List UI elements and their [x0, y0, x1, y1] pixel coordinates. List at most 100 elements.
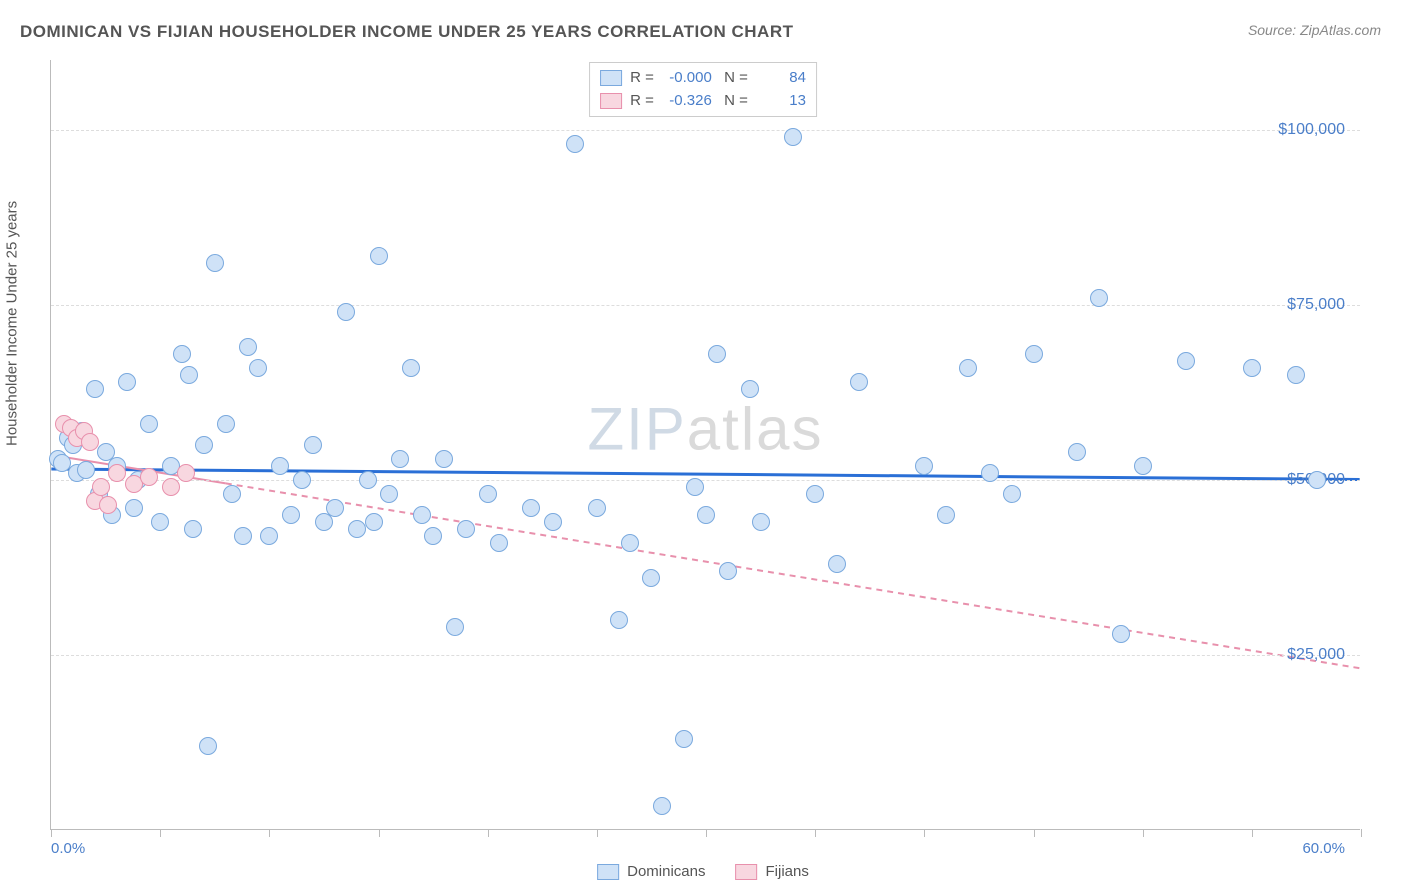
- data-point: [806, 485, 824, 503]
- x-tick: [924, 829, 925, 837]
- data-point: [915, 457, 933, 475]
- data-point: [1177, 352, 1195, 370]
- data-point: [424, 527, 442, 545]
- watermark-atlas: atlas: [687, 396, 824, 463]
- data-point: [708, 345, 726, 363]
- gridline: [51, 655, 1360, 656]
- data-point: [365, 513, 383, 531]
- data-point: [184, 520, 202, 538]
- data-point: [77, 461, 95, 479]
- series-legend: Dominicans Fijians: [597, 863, 809, 880]
- data-point: [741, 380, 759, 398]
- data-point: [81, 433, 99, 451]
- y-tick-label: $25,000: [1287, 646, 1345, 664]
- data-point: [177, 464, 195, 482]
- data-point: [828, 555, 846, 573]
- x-label-max: 60.0%: [1302, 840, 1345, 857]
- correlation-legend: R = -0.000 N = 84R = -0.326 N = 13: [589, 62, 817, 117]
- data-point: [1287, 366, 1305, 384]
- data-point: [391, 450, 409, 468]
- data-point: [446, 618, 464, 636]
- data-point: [140, 415, 158, 433]
- data-point: [304, 436, 322, 454]
- x-tick: [269, 829, 270, 837]
- data-point: [260, 527, 278, 545]
- data-point: [199, 737, 217, 755]
- data-point: [610, 611, 628, 629]
- x-tick: [1034, 829, 1035, 837]
- data-point: [752, 513, 770, 531]
- data-point: [86, 380, 104, 398]
- data-point: [337, 303, 355, 321]
- data-point: [1003, 485, 1021, 503]
- data-point: [1134, 457, 1152, 475]
- x-tick: [160, 829, 161, 837]
- gridline: [51, 305, 1360, 306]
- data-point: [92, 478, 110, 496]
- data-point: [402, 359, 420, 377]
- data-point: [370, 247, 388, 265]
- x-tick: [1143, 829, 1144, 837]
- legend-swatch: [600, 70, 622, 86]
- trend-lines-layer: [51, 60, 1360, 829]
- data-point: [642, 569, 660, 587]
- data-point: [223, 485, 241, 503]
- legend-swatch: [736, 864, 758, 880]
- source-attribution: Source: ZipAtlas.com: [1248, 22, 1381, 38]
- legend-stats: R = -0.326 N = 13: [630, 90, 806, 113]
- data-point: [522, 499, 540, 517]
- data-point: [1112, 625, 1130, 643]
- data-point: [544, 513, 562, 531]
- data-point: [1090, 289, 1108, 307]
- data-point: [981, 464, 999, 482]
- legend-label: Fijians: [766, 863, 809, 880]
- chart-title: DOMINICAN VS FIJIAN HOUSEHOLDER INCOME U…: [20, 22, 793, 42]
- data-point: [326, 499, 344, 517]
- data-point: [125, 499, 143, 517]
- watermark-zip: ZIP: [587, 396, 686, 463]
- data-point: [359, 471, 377, 489]
- data-point: [234, 527, 252, 545]
- y-tick-label: $75,000: [1287, 296, 1345, 314]
- legend-stats: R = -0.000 N = 84: [630, 67, 806, 90]
- data-point: [959, 359, 977, 377]
- data-point: [479, 485, 497, 503]
- y-tick-label: $100,000: [1278, 121, 1345, 139]
- data-point: [413, 506, 431, 524]
- data-point: [195, 436, 213, 454]
- y-axis-label: Householder Income Under 25 years: [4, 201, 21, 446]
- data-point: [1068, 443, 1086, 461]
- data-point: [239, 338, 257, 356]
- data-point: [937, 506, 955, 524]
- watermark: ZIPatlas: [587, 395, 823, 464]
- data-point: [249, 359, 267, 377]
- data-point: [653, 797, 671, 815]
- data-point: [457, 520, 475, 538]
- data-point: [566, 135, 584, 153]
- legend-swatch: [600, 93, 622, 109]
- x-tick: [597, 829, 598, 837]
- data-point: [588, 499, 606, 517]
- data-point: [1025, 345, 1043, 363]
- data-point: [180, 366, 198, 384]
- data-point: [435, 450, 453, 468]
- data-point: [621, 534, 639, 552]
- legend-row: R = -0.000 N = 84: [600, 67, 806, 90]
- x-tick: [1361, 829, 1362, 837]
- x-tick: [379, 829, 380, 837]
- x-tick: [488, 829, 489, 837]
- data-point: [490, 534, 508, 552]
- data-point: [675, 730, 693, 748]
- data-point: [348, 520, 366, 538]
- legend-row: R = -0.326 N = 13: [600, 90, 806, 113]
- data-point: [108, 464, 126, 482]
- data-point: [99, 496, 117, 514]
- data-point: [380, 485, 398, 503]
- data-point: [697, 506, 715, 524]
- data-point: [151, 513, 169, 531]
- data-point: [118, 373, 136, 391]
- legend-label: Dominicans: [627, 863, 705, 880]
- x-tick: [51, 829, 52, 837]
- gridline: [51, 480, 1360, 481]
- data-point: [850, 373, 868, 391]
